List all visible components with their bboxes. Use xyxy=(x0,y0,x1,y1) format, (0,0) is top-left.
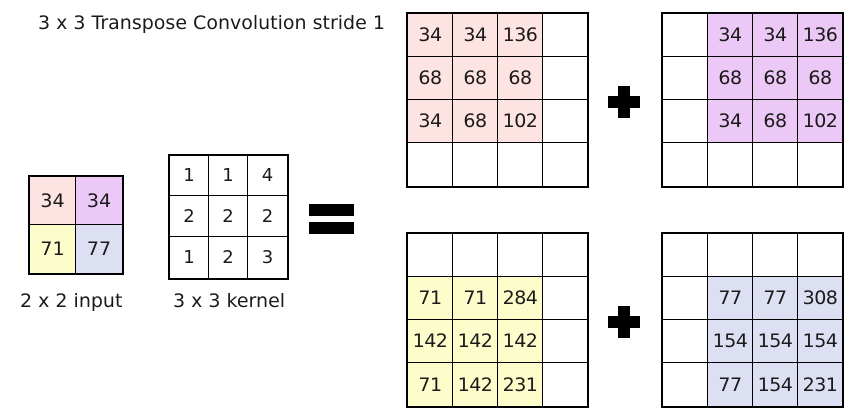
matrix-cell: 68 xyxy=(753,100,798,143)
matrix-cell: 154 xyxy=(708,320,753,363)
matrix-cell: 231 xyxy=(498,363,543,406)
matrix-cell xyxy=(753,234,798,277)
kernel-label: 3 x 3 kernel xyxy=(173,290,286,312)
matrix-cell: 1 xyxy=(170,237,209,278)
input-label: 2 x 2 input xyxy=(20,290,123,312)
matrix-cell xyxy=(798,143,842,186)
matrix-cell xyxy=(543,143,587,186)
matrix-cell: 3 xyxy=(261,247,274,268)
matrix-cell xyxy=(663,320,708,363)
matrix-cell xyxy=(753,143,798,186)
matrix-cell: 142 xyxy=(498,320,543,363)
matrix-cell xyxy=(663,277,708,320)
matrix-cell: 231 xyxy=(798,363,842,406)
matrix-cell: 1 xyxy=(170,156,209,196)
plus-sign-bottom xyxy=(608,306,640,338)
matrix-cell xyxy=(543,320,587,363)
matrix-cell: 2 xyxy=(209,196,248,237)
matrix-cell xyxy=(663,57,708,100)
output-matrix-bottom-right: 77 77 308 154 154 154 77 154 231 xyxy=(661,232,844,408)
matrix-cell xyxy=(543,363,587,406)
matrix-cell: 284 xyxy=(498,277,543,320)
matrix-cell: 68 xyxy=(408,57,453,100)
matrix-cell: 1 xyxy=(209,156,248,196)
diagram-title: 3 x 3 Transpose Convolution stride 1 xyxy=(38,12,385,34)
matrix-cell: 71 xyxy=(408,363,453,406)
matrix-cell: 34 xyxy=(76,177,122,225)
matrix-cell xyxy=(543,57,587,100)
matrix-cell: 154 xyxy=(753,363,798,406)
matrix-cell: 68 xyxy=(453,57,498,100)
matrix-cell: 71 xyxy=(453,277,498,320)
matrix-cell xyxy=(408,234,453,277)
output-matrix-top-right: 34 34 136 68 68 68 34 68 102 xyxy=(661,12,844,188)
matrix-cell: 2 xyxy=(248,196,287,237)
matrix-cell: 77 xyxy=(753,277,798,320)
matrix-cell: 77 xyxy=(76,225,122,273)
matrix-cell: 71 xyxy=(408,277,453,320)
matrix-cell xyxy=(663,14,708,57)
matrix-cell: 68 xyxy=(753,57,798,100)
matrix-cell: 102 xyxy=(498,100,543,143)
matrix-cell: 71 xyxy=(30,225,76,273)
input-matrix: 34 34 71 77 xyxy=(28,175,124,275)
equals-sign xyxy=(309,204,354,234)
matrix-cell xyxy=(453,143,498,186)
matrix-cell xyxy=(708,234,753,277)
matrix-cell: 68 xyxy=(708,57,753,100)
matrix-cell xyxy=(663,143,708,186)
matrix-cell: 68 xyxy=(498,57,543,100)
matrix-cell xyxy=(543,100,587,143)
matrix-cell: 68 xyxy=(798,57,842,100)
matrix-cell: 142 xyxy=(453,363,498,406)
matrix-cell xyxy=(663,100,708,143)
matrix-cell: 34 xyxy=(453,14,498,57)
matrix-cell xyxy=(543,234,587,277)
matrix-cell: 34 xyxy=(408,14,453,57)
matrix-cell xyxy=(798,234,842,277)
matrix-cell: 136 xyxy=(798,14,842,57)
matrix-cell: 142 xyxy=(453,320,498,363)
matrix-cell: 142 xyxy=(408,320,453,363)
matrix-cell xyxy=(498,234,543,277)
matrix-cell: 154 xyxy=(753,320,798,363)
matrix-cell: 34 xyxy=(30,177,76,225)
plus-sign-top xyxy=(608,86,640,118)
matrix-cell xyxy=(708,143,753,186)
matrix-cell: 77 xyxy=(708,277,753,320)
matrix-cell xyxy=(543,277,587,320)
matrix-cell: 136 xyxy=(498,14,543,57)
matrix-cell: 77 xyxy=(708,363,753,406)
matrix-cell xyxy=(498,143,543,186)
matrix-cell: 34 xyxy=(753,14,798,57)
matrix-cell: 2 xyxy=(170,196,209,237)
matrix-cell: 34 xyxy=(408,100,453,143)
matrix-cell: 4 xyxy=(248,156,287,196)
matrix-cell: 34 xyxy=(708,14,753,57)
output-matrix-bottom-left: 71 71 284 142 142 142 71 142 231 xyxy=(406,232,589,408)
matrix-cell: 34 xyxy=(708,100,753,143)
matrix-cell xyxy=(453,234,498,277)
matrix-cell xyxy=(543,14,587,57)
matrix-cell xyxy=(408,143,453,186)
matrix-cell xyxy=(663,234,708,277)
matrix-cell xyxy=(663,363,708,406)
matrix-cell: 2 xyxy=(209,237,248,278)
matrix-cell: 68 xyxy=(453,100,498,143)
matrix-cell: 102 xyxy=(798,100,842,143)
output-matrix-top-left: 34 34 136 68 68 68 34 68 102 xyxy=(406,12,589,188)
matrix-cell: 154 xyxy=(798,320,842,363)
matrix-cell: 308 xyxy=(798,277,842,320)
